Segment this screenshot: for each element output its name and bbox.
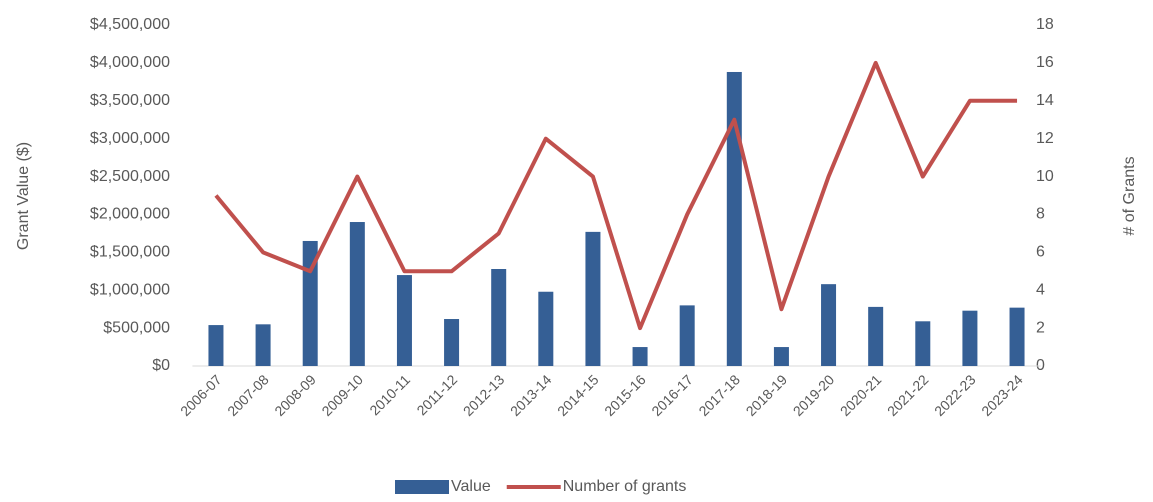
y-tick-label: $1,500,000 [90,244,170,261]
y-axis-title: Grant Value ($) [15,142,32,250]
bar [962,310,978,366]
bar [349,222,365,366]
x-tick-label: 2006-07 [177,371,225,419]
x-tick-label: 2008-09 [271,371,319,419]
x-tick-label: 2010-11 [366,371,413,418]
y2-tick-label: 18 [1036,16,1054,33]
x-tick-label: 2007-08 [224,371,272,419]
y-tick-label: $2,500,000 [90,168,170,185]
y2-tick-label: 6 [1036,244,1045,261]
bar [444,319,460,366]
y2-tick-label: 16 [1036,54,1054,71]
x-tick-label: 2019-20 [790,371,838,419]
x-tick-label: 2022-23 [931,371,979,419]
bar [491,269,507,366]
legend-swatch [395,480,449,494]
x-tick-label: 2011-12 [413,371,460,418]
bar [208,325,224,366]
x-tick-label: 2015-16 [601,371,649,419]
y2-tick-label: 10 [1036,168,1054,185]
y-tick-label: $1,000,000 [90,281,170,298]
line [214,60,1018,331]
y-tick-label: $2,000,000 [90,206,170,223]
x-tick-label: 2009-10 [318,371,366,419]
bar [302,240,318,366]
y2-tick-label: 12 [1036,130,1054,147]
bar [255,324,271,366]
bar [396,275,412,366]
x-tick-label: 2018-19 [743,371,791,419]
bar [538,291,554,366]
x-tick-label: 2017-18 [695,371,743,419]
x-tick-label: 2013-14 [507,371,555,419]
bar [915,321,931,366]
bar [1009,307,1025,366]
y2-tick-label: 2 [1036,319,1045,336]
y-tick-label: $4,000,000 [90,54,170,71]
bar [726,71,742,366]
bar [632,347,648,366]
x-tick-label: 2014-15 [554,371,602,419]
x-tick-label: 2021-22 [884,371,932,419]
bar [821,284,837,366]
y-tick-label: $4,500,000 [90,16,170,33]
y2-tick-label: 14 [1036,92,1054,109]
y-tick-label: $3,500,000 [90,92,170,109]
bar [868,306,884,366]
legend-label: Value [451,478,491,495]
bar [679,305,695,366]
y-tick-label: $500,000 [103,319,170,336]
y2-tick-label: 8 [1036,206,1045,223]
x-tick-label: 2020-21 [837,371,885,419]
bar [585,231,601,366]
y-tick-label: $3,000,000 [90,130,170,147]
x-tick-label: 2016-17 [648,371,696,419]
x-tick-label: 2023-24 [978,371,1026,419]
legend-label: Number of grants [563,478,687,495]
y-tick-label: $0 [152,357,170,374]
bar [773,347,789,366]
x-tick-label: 2012-13 [460,371,508,419]
y2-tick-label: 4 [1036,281,1045,298]
y2-axis-title: # of Grants [1121,156,1138,235]
